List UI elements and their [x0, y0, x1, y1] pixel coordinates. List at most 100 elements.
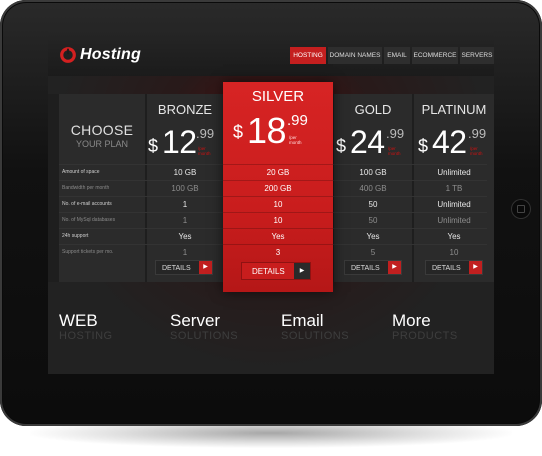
price-decimal: .99	[196, 126, 215, 141]
details-label: DETAILS	[162, 265, 191, 272]
details-button-platinum[interactable]: DETAILS ▶	[425, 260, 483, 275]
link-subtitle: SOLUTIONS	[281, 330, 350, 342]
price-main: 12	[162, 124, 197, 160]
table-cell: Yes	[447, 232, 461, 241]
currency-symbol: $	[148, 136, 159, 156]
currency-symbol: $	[418, 136, 429, 156]
plan-name-silver: SILVER	[251, 88, 305, 105]
table-cell: 100 GB	[171, 184, 199, 193]
logo[interactable]: Hosting	[59, 46, 141, 64]
link-web-hosting[interactable]: WEB HOSTING	[59, 311, 113, 343]
feature-label: Support tickets per mo.	[62, 249, 114, 255]
feature-column	[59, 94, 145, 282]
per-month: /per month	[388, 146, 401, 156]
plan-name-bronze: BRONZE	[157, 102, 213, 117]
table-cell: 10	[273, 216, 283, 225]
details-label: DETAILS	[351, 265, 380, 272]
table-cell: 10	[449, 248, 459, 257]
logo-text: Hosting	[80, 46, 141, 63]
choose-your-plan: CHOOSE YOUR PLAN	[59, 122, 145, 149]
site-header: Hosting HOSTING DOMAIN NAMES EMAIL ECOMM…	[48, 30, 494, 76]
home-button[interactable]	[511, 199, 531, 219]
table-cell: 20 GB	[266, 168, 290, 177]
arrow-right-icon: ▶	[469, 261, 482, 274]
feature-label: No. of MySql databases	[62, 217, 116, 223]
link-server-solutions[interactable]: Server SOLUTIONS	[170, 311, 239, 343]
bronze-column	[147, 94, 223, 282]
table-cell: 200 GB	[264, 184, 292, 193]
per-month: /per month	[198, 146, 211, 156]
table-cell: 50	[368, 216, 378, 225]
nav-item-hosting[interactable]: HOSTING	[290, 47, 326, 64]
table-cell: 50	[368, 200, 378, 209]
table-cell: Unlimited	[437, 168, 471, 177]
choose-subtitle: YOUR PLAN	[75, 139, 128, 149]
table-cell: Yes	[178, 232, 192, 241]
details-button-gold[interactable]: DETAILS ▶	[344, 260, 402, 275]
price-main: 18	[247, 110, 287, 151]
table-cell: 10	[273, 200, 283, 209]
arrow-right-icon: ▶	[388, 261, 401, 274]
table-cell: Yes	[271, 232, 285, 241]
link-title: More	[392, 311, 431, 330]
table-cell: Unlimited	[437, 200, 471, 209]
link-subtitle: PRODUCTS	[392, 330, 458, 342]
feature-label: No. of e-mail accounts	[62, 201, 112, 207]
details-button-bronze[interactable]: DETAILS ▶	[155, 260, 213, 275]
table-cell: 100 GB	[359, 168, 387, 177]
link-title: Server	[170, 311, 221, 330]
table-cell: 1	[182, 216, 188, 225]
table-cell: 400 GB	[359, 184, 387, 193]
feature-label: 24h support	[62, 233, 89, 239]
plan-card-silver: SILVER $ 18 .99 /per month 20 GB 200 GB …	[223, 82, 333, 292]
table-cell: 3	[275, 248, 281, 257]
arrow-right-icon: ▶	[199, 261, 212, 274]
nav-item-servers[interactable]: SERVERS	[460, 47, 494, 64]
tablet-frame: Hosting HOSTING DOMAIN NAMES EMAIL ECOMM…	[0, 0, 542, 426]
table-row: 20 GB	[223, 164, 333, 181]
price-main: 42	[432, 124, 467, 160]
per-month: /per month	[289, 135, 302, 145]
pricing-table: CHOOSE YOUR PLAN BRONZE GOLD PLATINUM $ …	[48, 94, 494, 282]
gold-column	[334, 94, 412, 282]
per-month: /per month	[470, 146, 483, 156]
details-label: DETAILS	[432, 265, 461, 272]
currency-symbol: $	[233, 122, 244, 142]
table-cell: Unlimited	[437, 216, 471, 225]
plan-name-platinum: PLATINUM	[421, 102, 487, 117]
table-cell: Yes	[366, 232, 380, 241]
nav-item-email[interactable]: EMAIL	[384, 47, 410, 64]
logo-icon	[60, 47, 76, 63]
table-row: 200 GB	[223, 180, 333, 197]
link-title: WEB	[59, 311, 98, 330]
link-more-products[interactable]: More PRODUCTS	[392, 311, 458, 343]
price-decimal: .99	[287, 112, 308, 129]
price-decimal: .99	[386, 126, 405, 141]
table-cell: 1	[182, 200, 188, 209]
screen: Hosting HOSTING DOMAIN NAMES EMAIL ECOMM…	[48, 30, 494, 374]
table-cell: 1	[182, 248, 188, 257]
table-row: 10	[223, 212, 333, 229]
platinum-column	[414, 94, 494, 282]
feature-label: Bandwidth per month	[62, 185, 110, 191]
table-cell: 5	[370, 248, 376, 257]
bottom-links: WEB HOSTING Server SOLUTIONS Email SOLUT…	[48, 300, 494, 374]
feature-label: Amount of space	[62, 169, 100, 175]
table-row: Yes	[223, 228, 333, 245]
table-cell: 10 GB	[173, 168, 197, 177]
link-title: Email	[281, 311, 324, 330]
currency-symbol: $	[336, 136, 347, 156]
table-row: 10	[223, 196, 333, 213]
arrow-right-icon: ▶	[294, 263, 310, 279]
table-cell: 1 TB	[445, 184, 463, 193]
link-email-solutions[interactable]: Email SOLUTIONS	[281, 311, 350, 343]
choose-title: CHOOSE	[70, 122, 134, 138]
details-label: DETAILS	[252, 267, 285, 276]
nav-item-ecommerce[interactable]: ECOMMERCE	[412, 47, 458, 64]
link-subtitle: HOSTING	[59, 330, 113, 342]
link-subtitle: SOLUTIONS	[170, 330, 239, 342]
details-button-silver[interactable]: DETAILS ▶	[241, 262, 311, 280]
price-main: 24	[350, 124, 385, 160]
nav-item-domain-names[interactable]: DOMAIN NAMES	[328, 47, 382, 64]
table-row: 3	[223, 244, 333, 261]
